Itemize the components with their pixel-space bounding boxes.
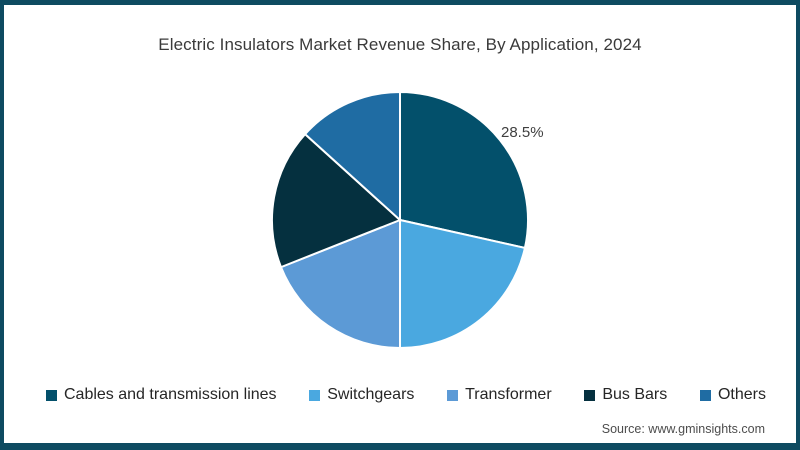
legend-swatch-icon xyxy=(46,389,57,401)
legend-item-transformer: Transformer xyxy=(447,386,552,404)
legend-swatch-icon xyxy=(584,389,596,401)
legend-item-cables: Cables and transmission lines xyxy=(46,386,277,404)
pie-slice-switchgears xyxy=(399,219,526,349)
pie-svg xyxy=(271,91,530,349)
pie-slice-others xyxy=(304,91,401,221)
chart-title: Electric Insulators Market Revenue Share… xyxy=(158,35,642,54)
source-attribution: Source: www.gminsights.com xyxy=(601,422,765,436)
legend-label: Switchgears xyxy=(327,386,415,403)
legend-item-bus-bars: Bus Bars xyxy=(584,386,667,404)
legend-swatch-icon xyxy=(447,389,459,401)
legend-label: Bus Bars xyxy=(602,386,668,403)
legend-label: Others xyxy=(717,386,766,403)
legend-label: Transformer xyxy=(465,386,552,403)
legend: Cables and transmission lines Switchgear… xyxy=(46,386,766,404)
legend-item-others: Others xyxy=(699,386,766,404)
legend-label: Cables and transmission lines xyxy=(64,386,277,403)
pie-slice-transformer xyxy=(279,219,401,349)
legend-swatch-icon xyxy=(699,389,711,401)
legend-item-switchgears: Switchgears xyxy=(309,386,414,404)
pie-chart xyxy=(270,90,530,350)
pie-slice-cables-and-transmission-lines xyxy=(399,91,530,249)
slice-data-label: 28.5% xyxy=(501,124,544,141)
legend-swatch-icon xyxy=(309,389,321,401)
pie-slice-bus-bars xyxy=(271,133,401,269)
